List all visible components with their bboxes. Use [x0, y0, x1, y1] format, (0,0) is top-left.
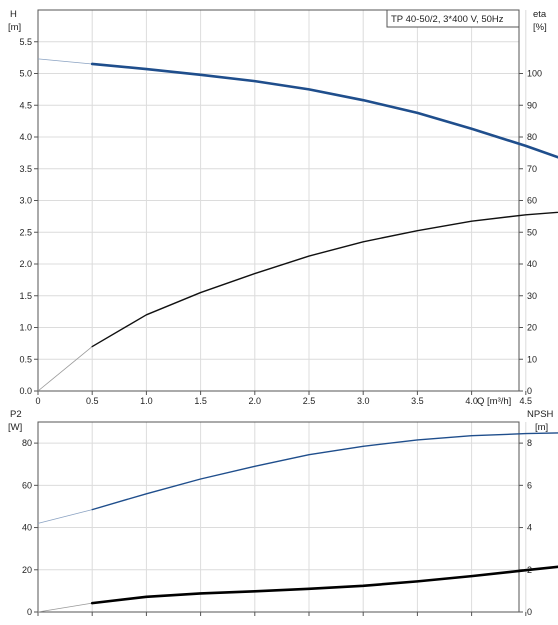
y2-tick-label: 90 [527, 100, 537, 110]
p2-tick-label: 60 [22, 480, 32, 490]
npsh-tick-label: 0 [527, 607, 532, 617]
y2-axis-unit: [%] [533, 22, 547, 33]
y-tick-label: 4.5 [19, 100, 32, 110]
title-box [386, 9, 520, 28]
y2-tick-label: 10 [527, 354, 537, 364]
y-axis-label: H [10, 9, 17, 20]
x-tick-label: 4.0 [465, 396, 478, 406]
y-tick-label: 3.0 [19, 196, 32, 206]
y2-tick-label: 0 [527, 386, 532, 396]
bottom-series-0-lead [37, 509, 93, 524]
bottom-series-0-line [91, 432, 558, 511]
top-series-1-lead [37, 346, 93, 392]
y2-tick-label: 40 [527, 259, 537, 269]
y-tick-label: 3.5 [19, 164, 32, 174]
y-tick-label: 5.0 [19, 69, 32, 79]
npsh-tick-label: 6 [527, 480, 532, 490]
x-tick-label: 4.5 [520, 396, 533, 406]
y-tick-label: 4.0 [19, 132, 32, 142]
y2-tick-label: 80 [527, 132, 537, 142]
y-tick-label: 2.5 [19, 227, 32, 237]
y2-tick-label: 60 [527, 196, 537, 206]
p2-tick-label: 80 [22, 438, 32, 448]
npsh-tick-label: 8 [527, 438, 532, 448]
p2-tick-label: 20 [22, 565, 32, 575]
bottom-series-1-lead [37, 602, 93, 613]
y-tick-label: 2.0 [19, 259, 32, 269]
plot-frame-bottom [37, 421, 520, 613]
x-tick-label: 3.0 [357, 396, 370, 406]
p2-axis-unit: [W] [8, 422, 22, 433]
y2-axis-label: eta [533, 9, 547, 20]
chart-title: TP 40-50/2, 3*400 V, 50Hz [391, 14, 504, 25]
y2-tick-label: 100 [527, 69, 542, 79]
y2-tick-label: 50 [527, 227, 537, 237]
top-series-1-line [91, 211, 558, 348]
y2-tick-label: 70 [527, 164, 537, 174]
x-tick-label: 1.5 [194, 396, 207, 406]
p2-tick-label: 40 [22, 523, 32, 533]
p2-tick-label: 0 [27, 607, 32, 617]
x-tick-label: 0.5 [86, 396, 99, 406]
x-tick-label: 2.0 [249, 396, 262, 406]
y2-tick-label: 20 [527, 323, 537, 333]
y2-tick-label: 30 [527, 291, 537, 301]
npsh-axis-label: NPSH [527, 409, 554, 420]
x-tick-label: 0 [35, 396, 40, 406]
y-axis-unit: [m] [8, 22, 21, 33]
npsh-tick-label: 4 [527, 523, 532, 533]
top-series-0-line [90, 62, 558, 159]
y-tick-label: 1.5 [19, 291, 32, 301]
npsh-axis-unit: [m] [535, 422, 548, 433]
bottom-series-1-line [90, 565, 558, 605]
y-tick-label: 5.5 [19, 37, 32, 47]
x-tick-label: 3.5 [411, 396, 424, 406]
y-tick-label: 1.0 [19, 323, 32, 333]
p2-axis-label: P2 [10, 409, 22, 420]
y-tick-label: 0.5 [19, 354, 32, 364]
x-axis-label: Q [m³/h] [477, 396, 511, 407]
top-series-0-lead [37, 58, 93, 65]
y-tick-label: 0.0 [19, 386, 32, 396]
x-tick-label: 1.0 [140, 396, 153, 406]
x-tick-label: 2.5 [303, 396, 316, 406]
